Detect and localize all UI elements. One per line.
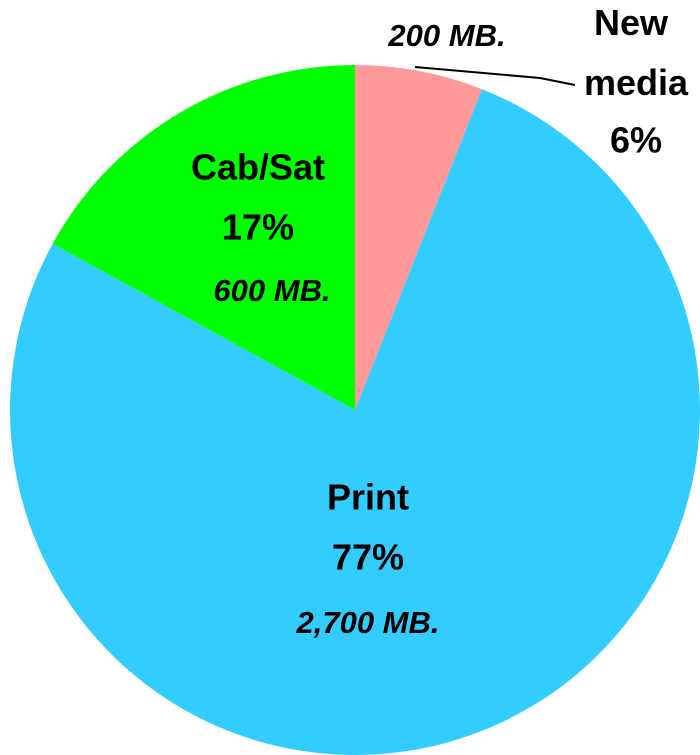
size-label: 2,700 MB. <box>295 605 439 640</box>
pie-slice <box>355 65 483 410</box>
percent-label: 6% <box>610 120 662 161</box>
size-label: 200 MB. <box>387 18 505 53</box>
leader-line <box>414 66 576 86</box>
slice-label: Cab/Sat <box>191 147 325 188</box>
percent-label: 17% <box>222 207 294 248</box>
pie-slice <box>10 89 700 755</box>
pie-slice <box>52 65 355 410</box>
slice-label: Print <box>327 477 409 518</box>
percent-label: 77% <box>332 537 404 578</box>
size-label: 600 MB. <box>213 273 330 308</box>
slice-label: New media <box>584 2 689 103</box>
